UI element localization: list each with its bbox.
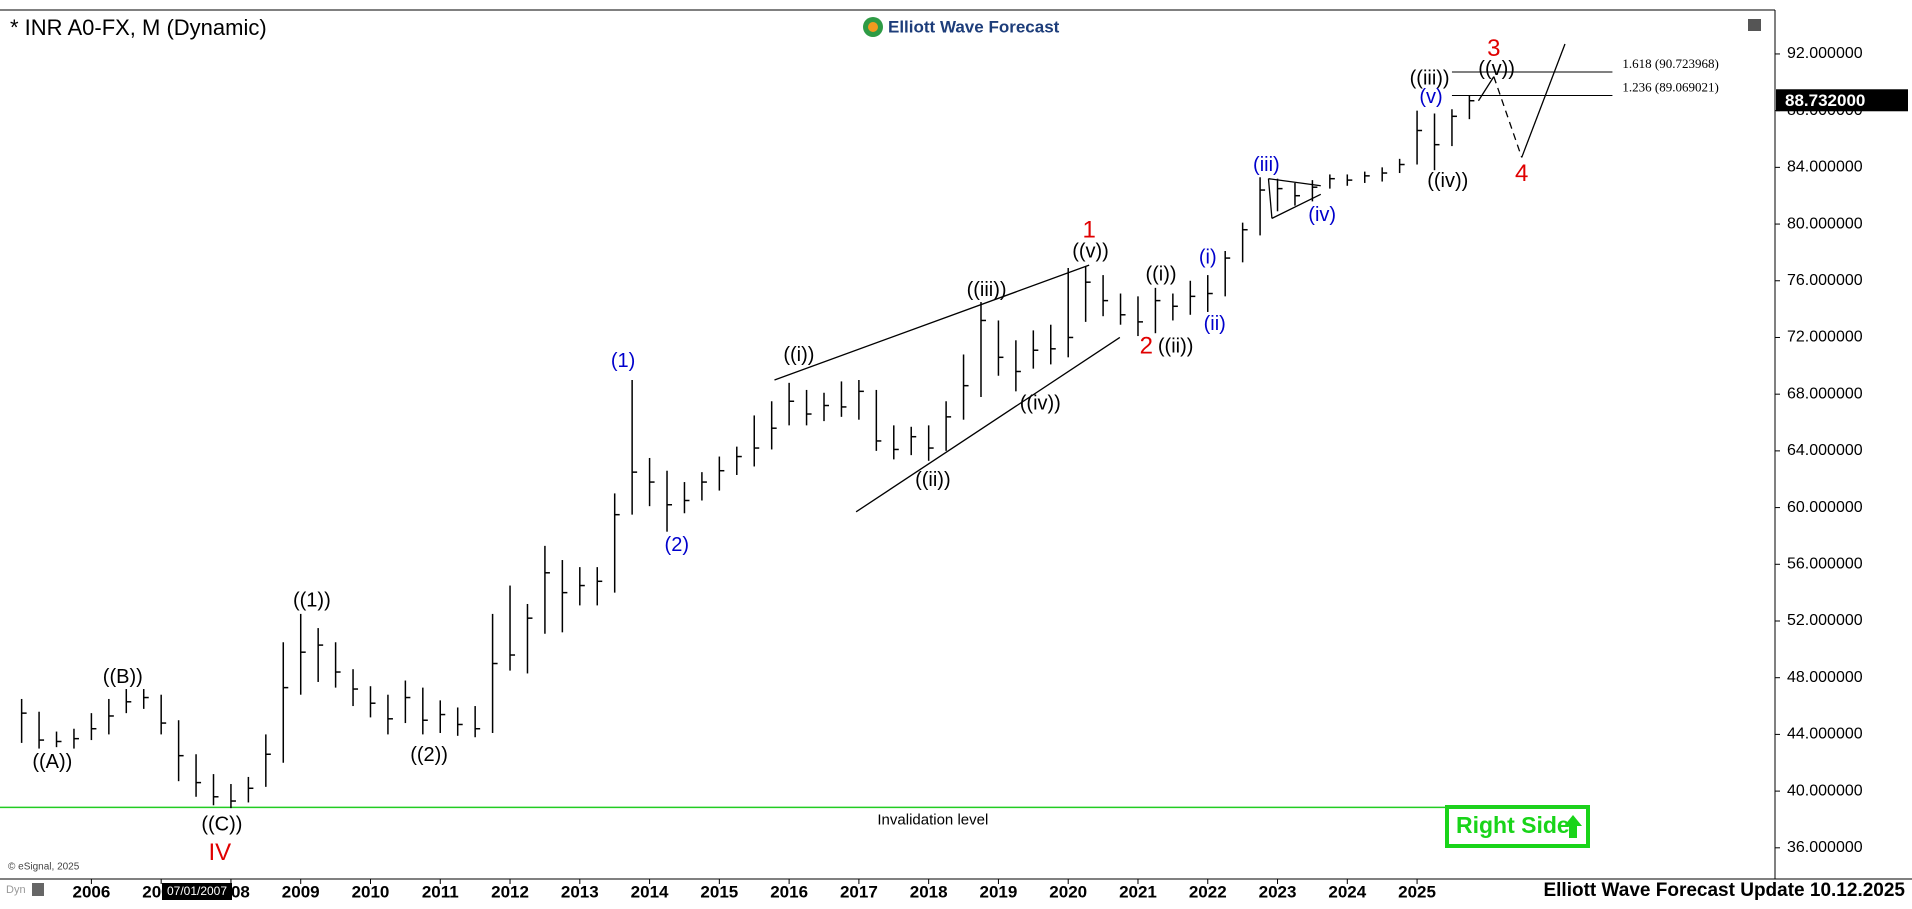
x-tick-label: 2017 <box>840 882 878 901</box>
x-tick-label: 2009 <box>282 882 320 901</box>
wave-label: ((ii)) <box>915 469 951 491</box>
y-tick-label: 40.000000 <box>1787 782 1863 799</box>
badge-arrow <box>1564 815 1582 838</box>
wave-label: (iv) <box>1308 204 1336 226</box>
cursor-label-box <box>162 883 232 900</box>
last-price-label: 88.732000 <box>1785 91 1865 110</box>
wave-label: ((C)) <box>201 813 242 835</box>
wave-label: (1) <box>611 350 635 372</box>
y-tick-label: 80.000000 <box>1787 215 1863 232</box>
wave-line <box>1271 193 1322 219</box>
wave-label: (iii) <box>1253 154 1280 176</box>
x-tick-label: 2013 <box>561 882 599 901</box>
x-tick-label: 2019 <box>980 882 1018 901</box>
fib-label: 1.236 (89.069021) <box>1622 79 1718 94</box>
invalidation-label: Invalidation level <box>877 811 988 828</box>
x-tick-label: 2018 <box>910 882 948 901</box>
wave-label: (2) <box>665 534 689 556</box>
wave-label: ((1)) <box>293 589 331 611</box>
wave-label: ((A)) <box>32 751 72 773</box>
y-tick-label: 64.000000 <box>1787 442 1863 459</box>
wave-label: ((iv)) <box>1020 392 1061 414</box>
wave-line <box>1268 178 1321 187</box>
footer: Elliott Wave Forecast Update 10.12.2025 <box>1543 880 1905 901</box>
wave-label: ((v)) <box>1478 58 1515 80</box>
wave-line <box>1521 43 1566 158</box>
y-tick-label: 72.000000 <box>1787 329 1863 346</box>
wave-line <box>1267 178 1273 219</box>
right-side-badge: Right Side <box>1445 805 1590 848</box>
wave-line <box>774 264 1090 381</box>
wave-label: ((iii)) <box>1410 68 1450 90</box>
x-tick-label: 2014 <box>631 882 669 901</box>
wave-label: 2 <box>1140 333 1153 360</box>
x-tick-label: 2025 <box>1398 882 1436 901</box>
corner-label: Dyn <box>6 884 26 896</box>
wave-label: ((B)) <box>103 666 143 688</box>
x-tick-label: 2006 <box>72 882 110 901</box>
y-tick-label: 68.000000 <box>1787 385 1863 402</box>
wave-label: ((i)) <box>1145 263 1176 285</box>
y-tick-label: 84.000000 <box>1787 159 1863 176</box>
wave-label: 4 <box>1515 160 1528 187</box>
y-tick-label: 52.000000 <box>1787 612 1863 629</box>
y-tick-label: 56.000000 <box>1787 556 1863 573</box>
y-tick-label: 60.000000 <box>1787 499 1863 516</box>
wave-label: IV <box>208 839 231 866</box>
wave-label: ((iii)) <box>967 279 1007 301</box>
cursor-label: 07/01/2007 <box>167 884 227 898</box>
copyright: © eSignal, 2025 <box>8 862 80 873</box>
corner-icon <box>32 883 44 896</box>
logo: Elliott Wave Forecast <box>863 17 1060 37</box>
chart-title: * INR A0-FX, M (Dynamic) <box>10 15 267 40</box>
x-tick-label: 2012 <box>491 882 529 901</box>
y-tick-label: 76.000000 <box>1787 272 1863 289</box>
last-price-box <box>1776 89 1908 112</box>
logo-icon-inner <box>868 22 878 32</box>
wave-label: ((v)) <box>1072 241 1109 263</box>
wave-label: ((ii)) <box>1158 336 1194 358</box>
x-tick-label: 2016 <box>770 882 808 901</box>
x-tick-label: 2020 <box>1049 882 1087 901</box>
y-tick-label: 48.000000 <box>1787 669 1863 686</box>
wave-label: (v) <box>1419 86 1442 108</box>
wave-label: ((iv)) <box>1427 170 1468 192</box>
y-tick-label: 92.000000 <box>1787 45 1863 62</box>
y-tick-label: 44.000000 <box>1787 726 1863 743</box>
wave-line <box>1493 76 1523 158</box>
wave-label: (i) <box>1199 246 1217 268</box>
x-tick-label: 2021 <box>1119 882 1157 901</box>
x-tick-label: 2023 <box>1259 882 1297 901</box>
wave-line <box>1477 76 1495 102</box>
x-tick-label: 2024 <box>1328 882 1366 901</box>
x-tick-label: 2022 <box>1189 882 1227 901</box>
wave-label: 3 <box>1487 35 1500 62</box>
y-tick-label: 36.000000 <box>1787 839 1863 856</box>
wave-label: (ii) <box>1204 313 1226 335</box>
wave-line <box>855 336 1121 513</box>
fib-label: 1.618 (90.723968) <box>1622 56 1718 71</box>
wave-label: ((i)) <box>783 344 814 366</box>
badge-text: Right Side <box>1456 812 1570 838</box>
wave-label: ((2)) <box>410 744 448 766</box>
logo-text: Elliott Wave Forecast <box>888 17 1060 36</box>
x-tick-label: 2015 <box>700 882 738 901</box>
price-series <box>20 95 1475 809</box>
wave-label: 1 <box>1082 216 1095 243</box>
window-icon <box>1748 19 1761 31</box>
x-tick-label: 2011 <box>422 882 459 901</box>
x-tick-label: 2010 <box>352 882 390 901</box>
